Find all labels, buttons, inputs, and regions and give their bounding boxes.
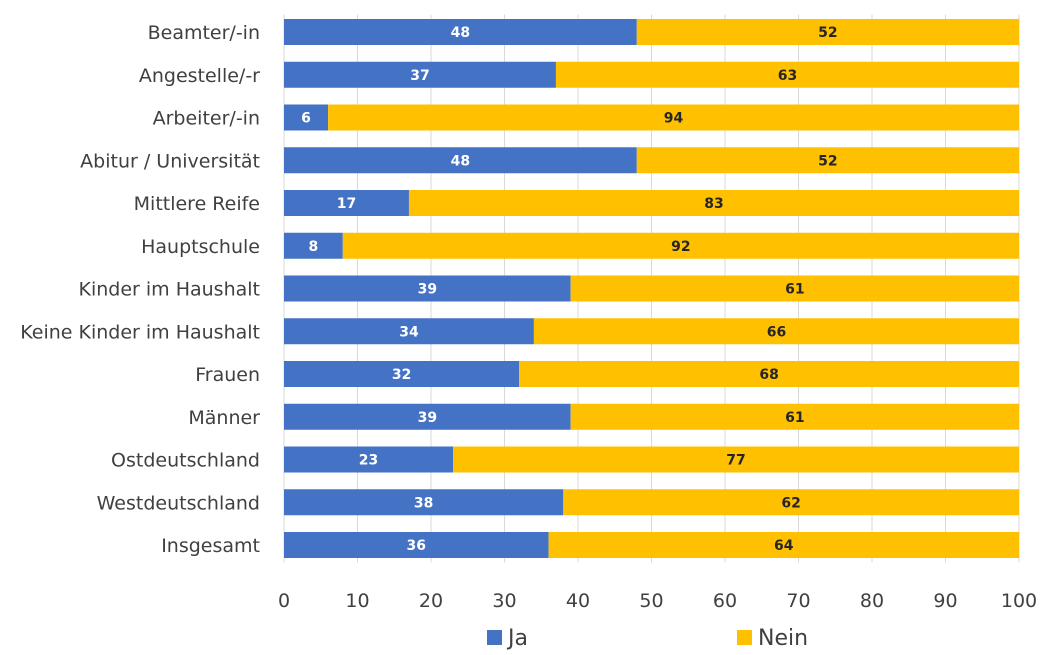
category-axis: Beamter/-in Angestelle/-r Arbeiter/-in Abit… [20,22,260,557]
bar-nein-0 [636,19,1019,45]
bar-nein-8 [519,361,1019,387]
data-label-ja-3: 48 [451,153,470,169]
bar-ja-12 [284,532,549,558]
data-label-ja-2: 6 [301,111,311,127]
x-tick-label-40: 40 [566,590,590,612]
bar-nein-5 [342,232,1019,259]
bar-nein-4 [408,190,1019,216]
data-label-ja-10: 23 [359,453,378,469]
data-label-ja-9: 39 [418,410,437,426]
data-label-ja-1: 37 [410,68,429,84]
category-label: Männer [188,407,260,429]
x-tick-label-90: 90 [933,590,957,612]
data-label-ja-8: 32 [392,367,411,383]
bar-ja-10 [284,446,454,473]
bar-ja-0 [284,19,637,45]
x-tick-label-50: 50 [639,590,663,612]
data-label-nein-0: 52 [818,25,837,41]
x-tick-label-60: 60 [713,590,737,612]
bar-ja-9 [284,403,571,430]
x-tick-label-30: 30 [492,590,516,612]
category-label: Keine Kinder im Haushalt [20,321,260,343]
bar-ja-3 [284,147,637,174]
bar-ja-4 [284,190,409,216]
x-tick-label-80: 80 [860,590,884,612]
bar-nein-3 [636,147,1019,174]
legend: Ja Nein [487,626,808,651]
bar-ja-1 [284,61,556,88]
data-label-nein-2: 94 [664,111,684,127]
x-tick-label-70: 70 [786,590,810,612]
category-label: Insgesamt [161,535,260,557]
bar-ja-11 [284,489,564,516]
legend-swatch-nein [737,630,752,645]
data-label-nein-10: 77 [726,453,745,469]
data-label-nein-5: 92 [671,239,690,255]
data-label-nein-9: 61 [785,410,804,426]
bar-nein-6 [570,275,1019,302]
bar-nein-11 [563,489,1019,516]
data-label-ja-6: 39 [418,282,437,298]
data-label-ja-5: 8 [309,239,319,255]
data-label-ja-7: 34 [399,324,419,340]
category-label: Abitur / Universität [80,150,260,172]
category-label: Beamter/-in [148,22,260,44]
data-label-nein-4: 83 [704,196,723,212]
data-label-ja-11: 38 [414,495,433,511]
data-label-nein-8: 68 [759,367,778,383]
x-tick-label-0: 0 [278,590,290,612]
category-label: Frauen [195,364,260,386]
bar-ja-5 [284,232,343,259]
bar-nein-12 [548,532,1019,558]
bar-nein-1 [555,61,1019,88]
category-label: Angestelle/-r [139,65,260,87]
bar-ja-7 [284,318,534,345]
data-label-ja-4: 17 [337,196,356,212]
x-tick-label-20: 20 [419,590,443,612]
x-tick-label-100: 100 [1001,590,1037,612]
bars-layer [284,19,1020,558]
bar-ja-6 [284,275,571,302]
data-label-ja-12: 36 [407,538,426,554]
data-label-ja-0: 48 [451,25,470,41]
data-label-nein-7: 66 [767,324,786,340]
category-label: Westdeutschland [97,492,260,514]
data-label-nein-3: 52 [818,153,837,169]
bar-nein-9 [570,403,1019,430]
bar-nein-7 [533,318,1019,345]
data-label-nein-11: 62 [781,495,800,511]
bar-ja-8 [284,361,520,387]
legend-label-nein: Nein [758,626,808,651]
category-label: Kinder im Haushalt [79,279,261,301]
data-label-nein-6: 61 [785,282,804,298]
category-label: Ostdeutschland [111,450,260,472]
data-label-nein-1: 63 [778,68,797,84]
category-label: Mittlere Reife [134,193,260,215]
category-label: Arbeiter/-in [153,108,260,130]
bar-nein-10 [453,446,1019,473]
x-axis: 0 10 20 30 40 50 60 70 80 90 100 [278,590,1037,612]
bar-ja-2 [284,104,329,131]
category-label: Hauptschule [141,236,260,258]
bar-nein-2 [328,104,1020,131]
x-tick-label-10: 10 [345,590,369,612]
legend-swatch-ja [487,630,502,645]
legend-label-ja: Ja [506,626,528,651]
data-label-nein-12: 64 [774,538,794,554]
